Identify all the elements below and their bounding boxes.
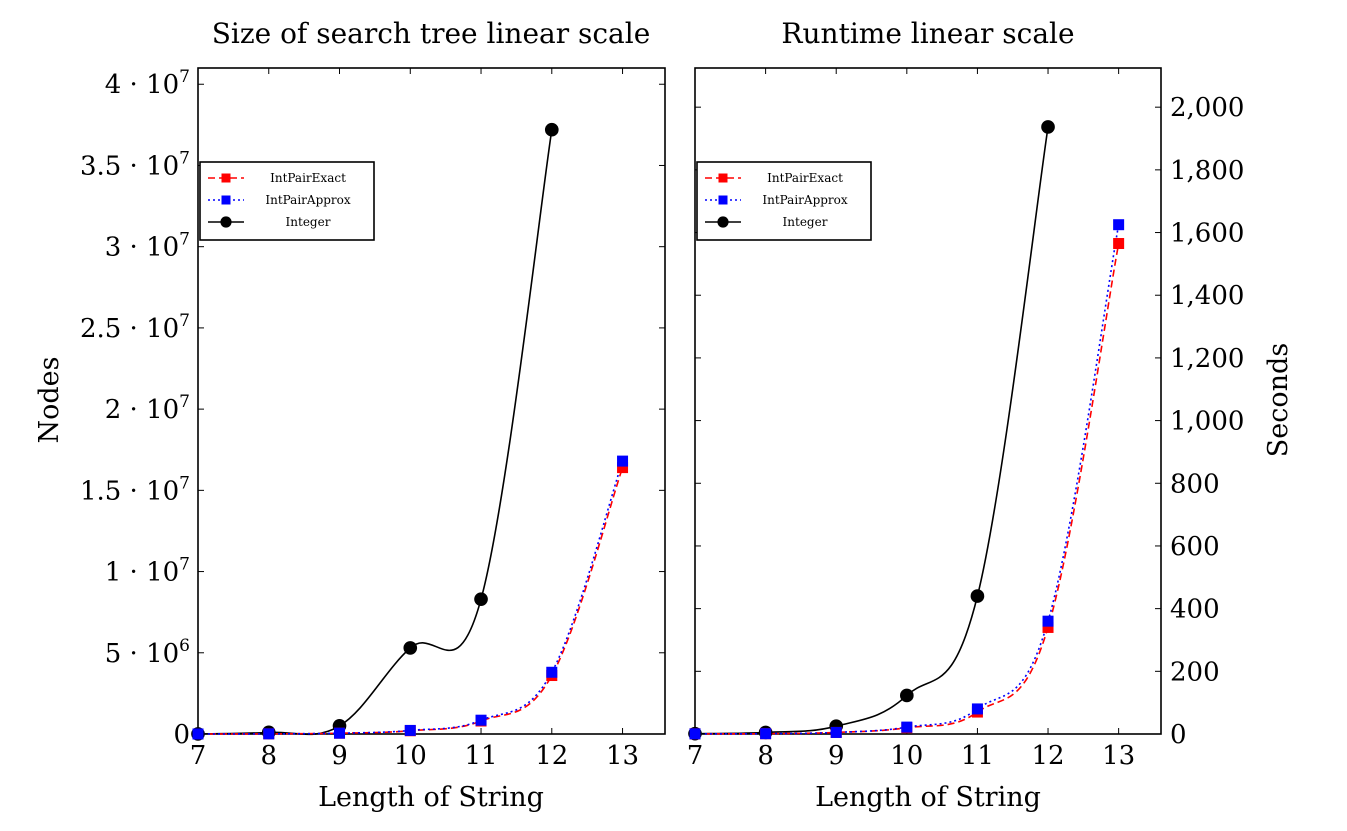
data-point bbox=[1042, 621, 1054, 633]
chart-title: Runtime linear scale bbox=[781, 17, 1074, 50]
y-axis-label: Seconds bbox=[1263, 343, 1294, 457]
y-tick-label: 1 · 107 bbox=[105, 555, 190, 588]
chart-title: Size of search tree linear scale bbox=[212, 17, 651, 50]
y-tick-label: 1,800 bbox=[1170, 156, 1244, 186]
data-point bbox=[475, 714, 487, 726]
series-line-IntPairExact bbox=[198, 467, 624, 735]
x-tick-label: 9 bbox=[828, 741, 845, 771]
x-tick-label: 7 bbox=[190, 741, 207, 771]
series-line-IntPairApprox bbox=[198, 460, 624, 735]
y-tick-label: 0 bbox=[173, 720, 190, 750]
data-point bbox=[1041, 120, 1055, 134]
data-point bbox=[474, 592, 488, 606]
plot-area bbox=[694, 67, 1162, 735]
y-tick-label: 0 bbox=[1170, 720, 1187, 750]
data-point bbox=[901, 721, 913, 733]
y-tick-label: 2.5 · 107 bbox=[80, 311, 190, 344]
x-tick-label: 12 bbox=[535, 741, 568, 771]
legend-label: Integer bbox=[286, 215, 331, 229]
y-tick-label: 2,000 bbox=[1170, 93, 1244, 123]
x-tick-label: 11 bbox=[464, 741, 497, 771]
y-tick-label: 4 · 107 bbox=[105, 67, 190, 100]
x-tick-label: 13 bbox=[606, 741, 639, 771]
data-point bbox=[221, 195, 231, 205]
data-point bbox=[404, 724, 416, 736]
legend-label: Integer bbox=[783, 215, 828, 229]
data-point bbox=[263, 728, 275, 740]
legend: IntPairExact IntPairApprox Integer bbox=[696, 161, 872, 241]
y-tick-label: 1,200 bbox=[1170, 344, 1244, 374]
data-point bbox=[220, 216, 232, 228]
y-tick-label: 3 · 107 bbox=[105, 230, 190, 263]
data-point bbox=[1042, 615, 1054, 627]
legend-label: IntPairApprox bbox=[265, 193, 351, 207]
x-tick-label: 8 bbox=[757, 741, 774, 771]
data-point bbox=[334, 727, 346, 739]
data-point bbox=[403, 641, 418, 655]
legend-label: IntPairExact bbox=[767, 171, 843, 185]
data-point bbox=[546, 666, 558, 678]
y-tick-label: 1,000 bbox=[1170, 407, 1244, 437]
x-axis-label: Length of String bbox=[815, 782, 1041, 813]
legend-label: IntPairExact bbox=[270, 171, 346, 185]
x-tick-label: 9 bbox=[331, 741, 348, 771]
data-point bbox=[718, 195, 728, 205]
x-tick-label: 7 bbox=[687, 741, 704, 771]
x-axis-label: Length of String bbox=[318, 782, 544, 813]
y-tick-label: 400 bbox=[1170, 595, 1220, 625]
data-point bbox=[1113, 219, 1125, 231]
y-tick-label: 1.5 · 107 bbox=[80, 473, 190, 506]
legend-label: IntPairApprox bbox=[762, 193, 848, 207]
y-tick-label: 200 bbox=[1170, 657, 1220, 687]
series-line-IntPairApprox bbox=[695, 224, 1120, 735]
data-point bbox=[617, 455, 629, 467]
data-point bbox=[192, 728, 204, 740]
series-line-IntPairExact bbox=[695, 243, 1120, 735]
data-point bbox=[899, 688, 914, 703]
y-tick-label: 2 · 107 bbox=[105, 392, 190, 425]
data-point bbox=[718, 173, 728, 183]
x-tick-label: 10 bbox=[890, 741, 923, 771]
y-tick-label: 3.5 · 107 bbox=[80, 148, 190, 181]
x-tick-label: 13 bbox=[1102, 741, 1135, 771]
x-tick-label: 12 bbox=[1031, 741, 1064, 771]
data-point bbox=[617, 462, 629, 474]
data-point bbox=[971, 703, 983, 715]
legend: IntPairExact IntPairApprox Integer bbox=[199, 161, 375, 241]
y-tick-label: 600 bbox=[1170, 532, 1220, 562]
data-point bbox=[544, 122, 559, 137]
plot-area bbox=[197, 67, 666, 735]
data-point bbox=[689, 728, 701, 740]
y-tick-label: 800 bbox=[1170, 469, 1220, 499]
data-point bbox=[830, 726, 842, 738]
data-point bbox=[221, 173, 231, 183]
x-tick-label: 10 bbox=[394, 741, 427, 771]
data-point bbox=[717, 216, 729, 228]
data-point bbox=[970, 589, 985, 603]
y-tick-label: 1,400 bbox=[1170, 281, 1244, 311]
x-tick-label: 11 bbox=[961, 741, 994, 771]
nodes-chart: Size of search tree linear scale Length … bbox=[34, 17, 666, 813]
y-axis-label: Nodes bbox=[34, 357, 65, 444]
data-point bbox=[760, 728, 772, 740]
y-tick-label: 1,600 bbox=[1170, 219, 1244, 249]
data-point bbox=[1113, 238, 1125, 250]
y-tick-label: 5 · 106 bbox=[105, 636, 190, 669]
runtime-chart: Runtime linear scale Length of String Se… bbox=[687, 17, 1294, 813]
x-tick-label: 8 bbox=[260, 741, 277, 771]
